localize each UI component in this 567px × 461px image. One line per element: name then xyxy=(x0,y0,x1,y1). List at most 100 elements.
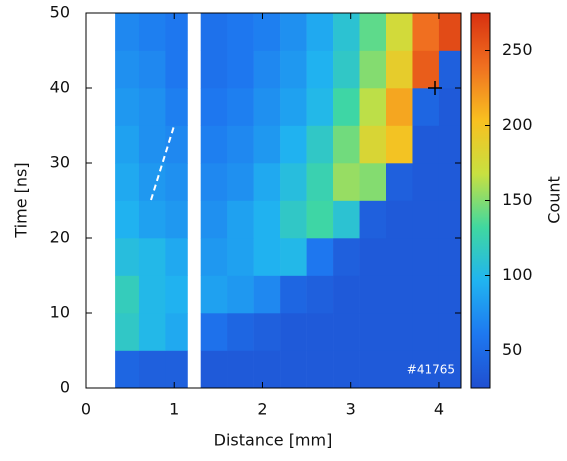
y-tick-label: 50 xyxy=(50,3,70,22)
colorbar-tick-label: 200 xyxy=(502,115,533,134)
heatmap-cell xyxy=(333,275,360,314)
heatmap-cell xyxy=(253,313,281,351)
heatmap-cell xyxy=(115,163,140,201)
heatmap-cell xyxy=(227,275,254,314)
heatmap-cell xyxy=(165,50,188,89)
heatmap-cell xyxy=(138,88,166,126)
heatmap-cell xyxy=(115,200,140,239)
heatmap-cell xyxy=(253,88,281,126)
heatmap-cell xyxy=(227,125,254,164)
heatmap-cell xyxy=(306,313,334,351)
heatmap-cell xyxy=(359,125,387,164)
heatmap-cell xyxy=(386,200,413,239)
heatmap-cell xyxy=(386,350,413,389)
heatmap-cell xyxy=(412,313,440,351)
heatmap-cell xyxy=(386,13,413,51)
heatmap-cell xyxy=(165,238,188,276)
heatmap-cell xyxy=(115,275,140,314)
heatmap-cell xyxy=(115,313,140,351)
heatmap-cell xyxy=(412,275,440,314)
heatmap-cell xyxy=(359,200,387,239)
heatmap-cell xyxy=(386,238,413,276)
heatmap-cell xyxy=(200,238,228,276)
x-tick-label: 2 xyxy=(257,400,267,419)
heatmap-cell xyxy=(138,50,166,89)
heatmap-cell xyxy=(280,163,307,201)
heatmap-cell xyxy=(115,125,140,164)
heatmap-cell xyxy=(306,163,334,201)
heatmap-cell xyxy=(333,200,360,239)
colorbar-tick-label: 50 xyxy=(502,340,522,359)
heatmap-cell xyxy=(438,313,462,351)
heatmap-cell xyxy=(412,13,440,51)
heatmap-cell xyxy=(253,275,281,314)
heatmap-cell xyxy=(165,350,188,389)
heatmap-cell xyxy=(227,88,254,126)
heatmap-cell xyxy=(386,50,413,89)
heatmap-cell xyxy=(227,13,254,51)
heatmap-cell xyxy=(115,13,140,51)
heatmap-cell xyxy=(200,88,228,126)
heatmap-cell xyxy=(200,275,228,314)
heatmap-cell xyxy=(306,200,334,239)
heatmap-cell xyxy=(333,125,360,164)
heatmap-cell xyxy=(359,13,387,51)
heatmap-cell xyxy=(306,125,334,164)
heatmap-cell xyxy=(200,313,228,351)
heatmap xyxy=(115,13,462,389)
heatmap-cell xyxy=(138,275,166,314)
x-tick-label: 0 xyxy=(81,400,91,419)
heatmap-cell xyxy=(438,13,462,51)
heatmap-cell xyxy=(253,200,281,239)
heatmap-cell xyxy=(359,350,387,389)
colorbar-tick-label: 250 xyxy=(502,40,533,59)
annotation: #41765 xyxy=(407,363,455,377)
heatmap-cell xyxy=(333,163,360,201)
heatmap-cell xyxy=(253,163,281,201)
heatmap-cell xyxy=(138,313,166,351)
heatmap-cell xyxy=(200,200,228,239)
heatmap-cell xyxy=(412,163,440,201)
heatmap-cell xyxy=(333,13,360,51)
heatmap-cell xyxy=(306,238,334,276)
heatmap-cell xyxy=(200,50,228,89)
guide-line xyxy=(150,125,175,201)
heatmap-cell xyxy=(280,125,307,164)
heatmap-cell xyxy=(138,350,166,389)
heatmap-cell xyxy=(227,163,254,201)
x-tick-label: 3 xyxy=(346,400,356,419)
heatmap-cell xyxy=(438,50,462,89)
heatmap-cell xyxy=(200,163,228,201)
heatmap-cell xyxy=(306,88,334,126)
y-axis-label: Time [ns] xyxy=(12,162,31,238)
heatmap-cell xyxy=(306,275,334,314)
heatmap-cell xyxy=(359,88,387,126)
heatmap-cell xyxy=(412,238,440,276)
heatmap-cell xyxy=(165,200,188,239)
heatmap-cell xyxy=(306,350,334,389)
y-tick-label: 40 xyxy=(50,78,70,97)
heatmap-cell xyxy=(412,200,440,239)
heatmap-cell xyxy=(138,13,166,51)
heatmap-cell xyxy=(333,350,360,389)
heatmap-cell xyxy=(253,125,281,164)
colorbar-fill xyxy=(471,13,490,388)
heatmap-cell xyxy=(438,200,462,239)
heatmap-cell xyxy=(280,13,307,51)
heatmap-cell xyxy=(200,13,228,51)
y-tick-label: 10 xyxy=(50,303,70,322)
plot-frame xyxy=(85,12,462,389)
heatmap-cell xyxy=(138,238,166,276)
heatmap-cell xyxy=(386,313,413,351)
heatmap-cell xyxy=(280,50,307,89)
heatmap-cell xyxy=(280,88,307,126)
heatmap-cell xyxy=(200,350,228,389)
heatmap-cell xyxy=(165,275,188,314)
heatmap-cell xyxy=(253,238,281,276)
x-tick-label: 1 xyxy=(169,400,179,419)
heatmap-cell xyxy=(333,50,360,89)
heatmap-cell xyxy=(306,50,334,89)
heatmap-cell xyxy=(386,88,413,126)
heatmap-cell xyxy=(227,50,254,89)
